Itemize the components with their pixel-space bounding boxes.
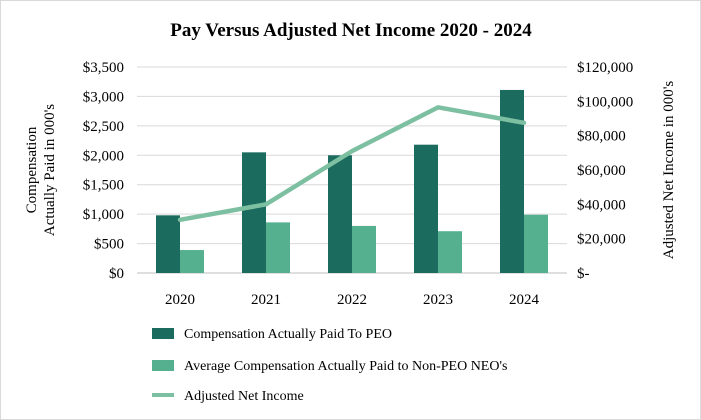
- chart-title: Pay Versus Adjusted Net Income 2020 - 20…: [170, 20, 532, 41]
- right-axis-title: Adjusted Net Income in 000's: [661, 81, 677, 260]
- left-tick-label: $1,500: [83, 178, 124, 194]
- x-tick-label: 2021: [251, 292, 281, 308]
- legend-label: Adjusted Net Income: [184, 389, 304, 404]
- x-axis-ticks: 2020 2021 2022 2023 2024: [165, 292, 540, 308]
- legend-label: Compensation Actually Paid To PEO: [184, 327, 392, 342]
- left-tick-label: $0: [109, 266, 124, 282]
- adjusted-net-income-line: [177, 105, 527, 223]
- left-tick-label: $2,000: [83, 148, 124, 164]
- legend-swatch: [152, 360, 174, 371]
- bar-non-peo: [438, 231, 462, 273]
- legend: Compensation Actually Paid To PEO Average…: [152, 327, 507, 404]
- right-tick-label: $100,000: [577, 94, 633, 110]
- left-tick-label: $1,000: [83, 207, 124, 223]
- legend-swatch: [152, 328, 174, 339]
- x-tick-label: 2020: [165, 292, 195, 308]
- x-tick-label: 2024: [509, 292, 540, 308]
- right-tick-label: $120,000: [577, 60, 633, 76]
- left-axis-title-line: Compensation: [24, 126, 40, 213]
- left-tick-label: $3,500: [83, 60, 124, 76]
- line-group: [177, 105, 527, 223]
- right-tick-label: $80,000: [577, 129, 626, 145]
- left-axis-ticks: $0 $500 $1,000 $1,500 $2,000 $2,500 $3,000 $3,5…: [83, 60, 124, 282]
- left-tick-label: $2,500: [83, 119, 124, 135]
- left-axis-title-line: Actually Paid in 000's: [42, 104, 58, 236]
- right-tick-label: $20,000: [577, 232, 626, 248]
- bar-peo: [328, 155, 352, 273]
- right-tick-label: $60,000: [577, 163, 626, 179]
- bar-non-peo: [266, 222, 290, 273]
- bar-peo: [242, 152, 266, 273]
- bar-non-peo: [524, 214, 548, 273]
- left-tick-label: $3,000: [83, 89, 124, 105]
- bar-non-peo: [180, 250, 204, 273]
- legend-label: Average Compensation Actually Paid to No…: [184, 359, 507, 374]
- left-axis-title: Compensation Actually Paid in 000's: [24, 104, 58, 236]
- right-axis-ticks: $- $20,000 $40,000 $60,000 $80,000 $100,000 $1…: [577, 60, 633, 282]
- bar-peo: [414, 144, 438, 273]
- right-tick-label: $40,000: [577, 197, 626, 213]
- bar-non-peo: [352, 225, 376, 273]
- x-tick-label: 2023: [423, 292, 453, 308]
- left-tick-label: $500: [94, 237, 124, 253]
- left-axis-title-text: Compensation Actually Paid in 000's: [24, 104, 58, 236]
- right-tick-label: $-: [577, 266, 590, 282]
- bar-peo: [156, 215, 180, 273]
- x-tick-label: 2022: [337, 292, 367, 308]
